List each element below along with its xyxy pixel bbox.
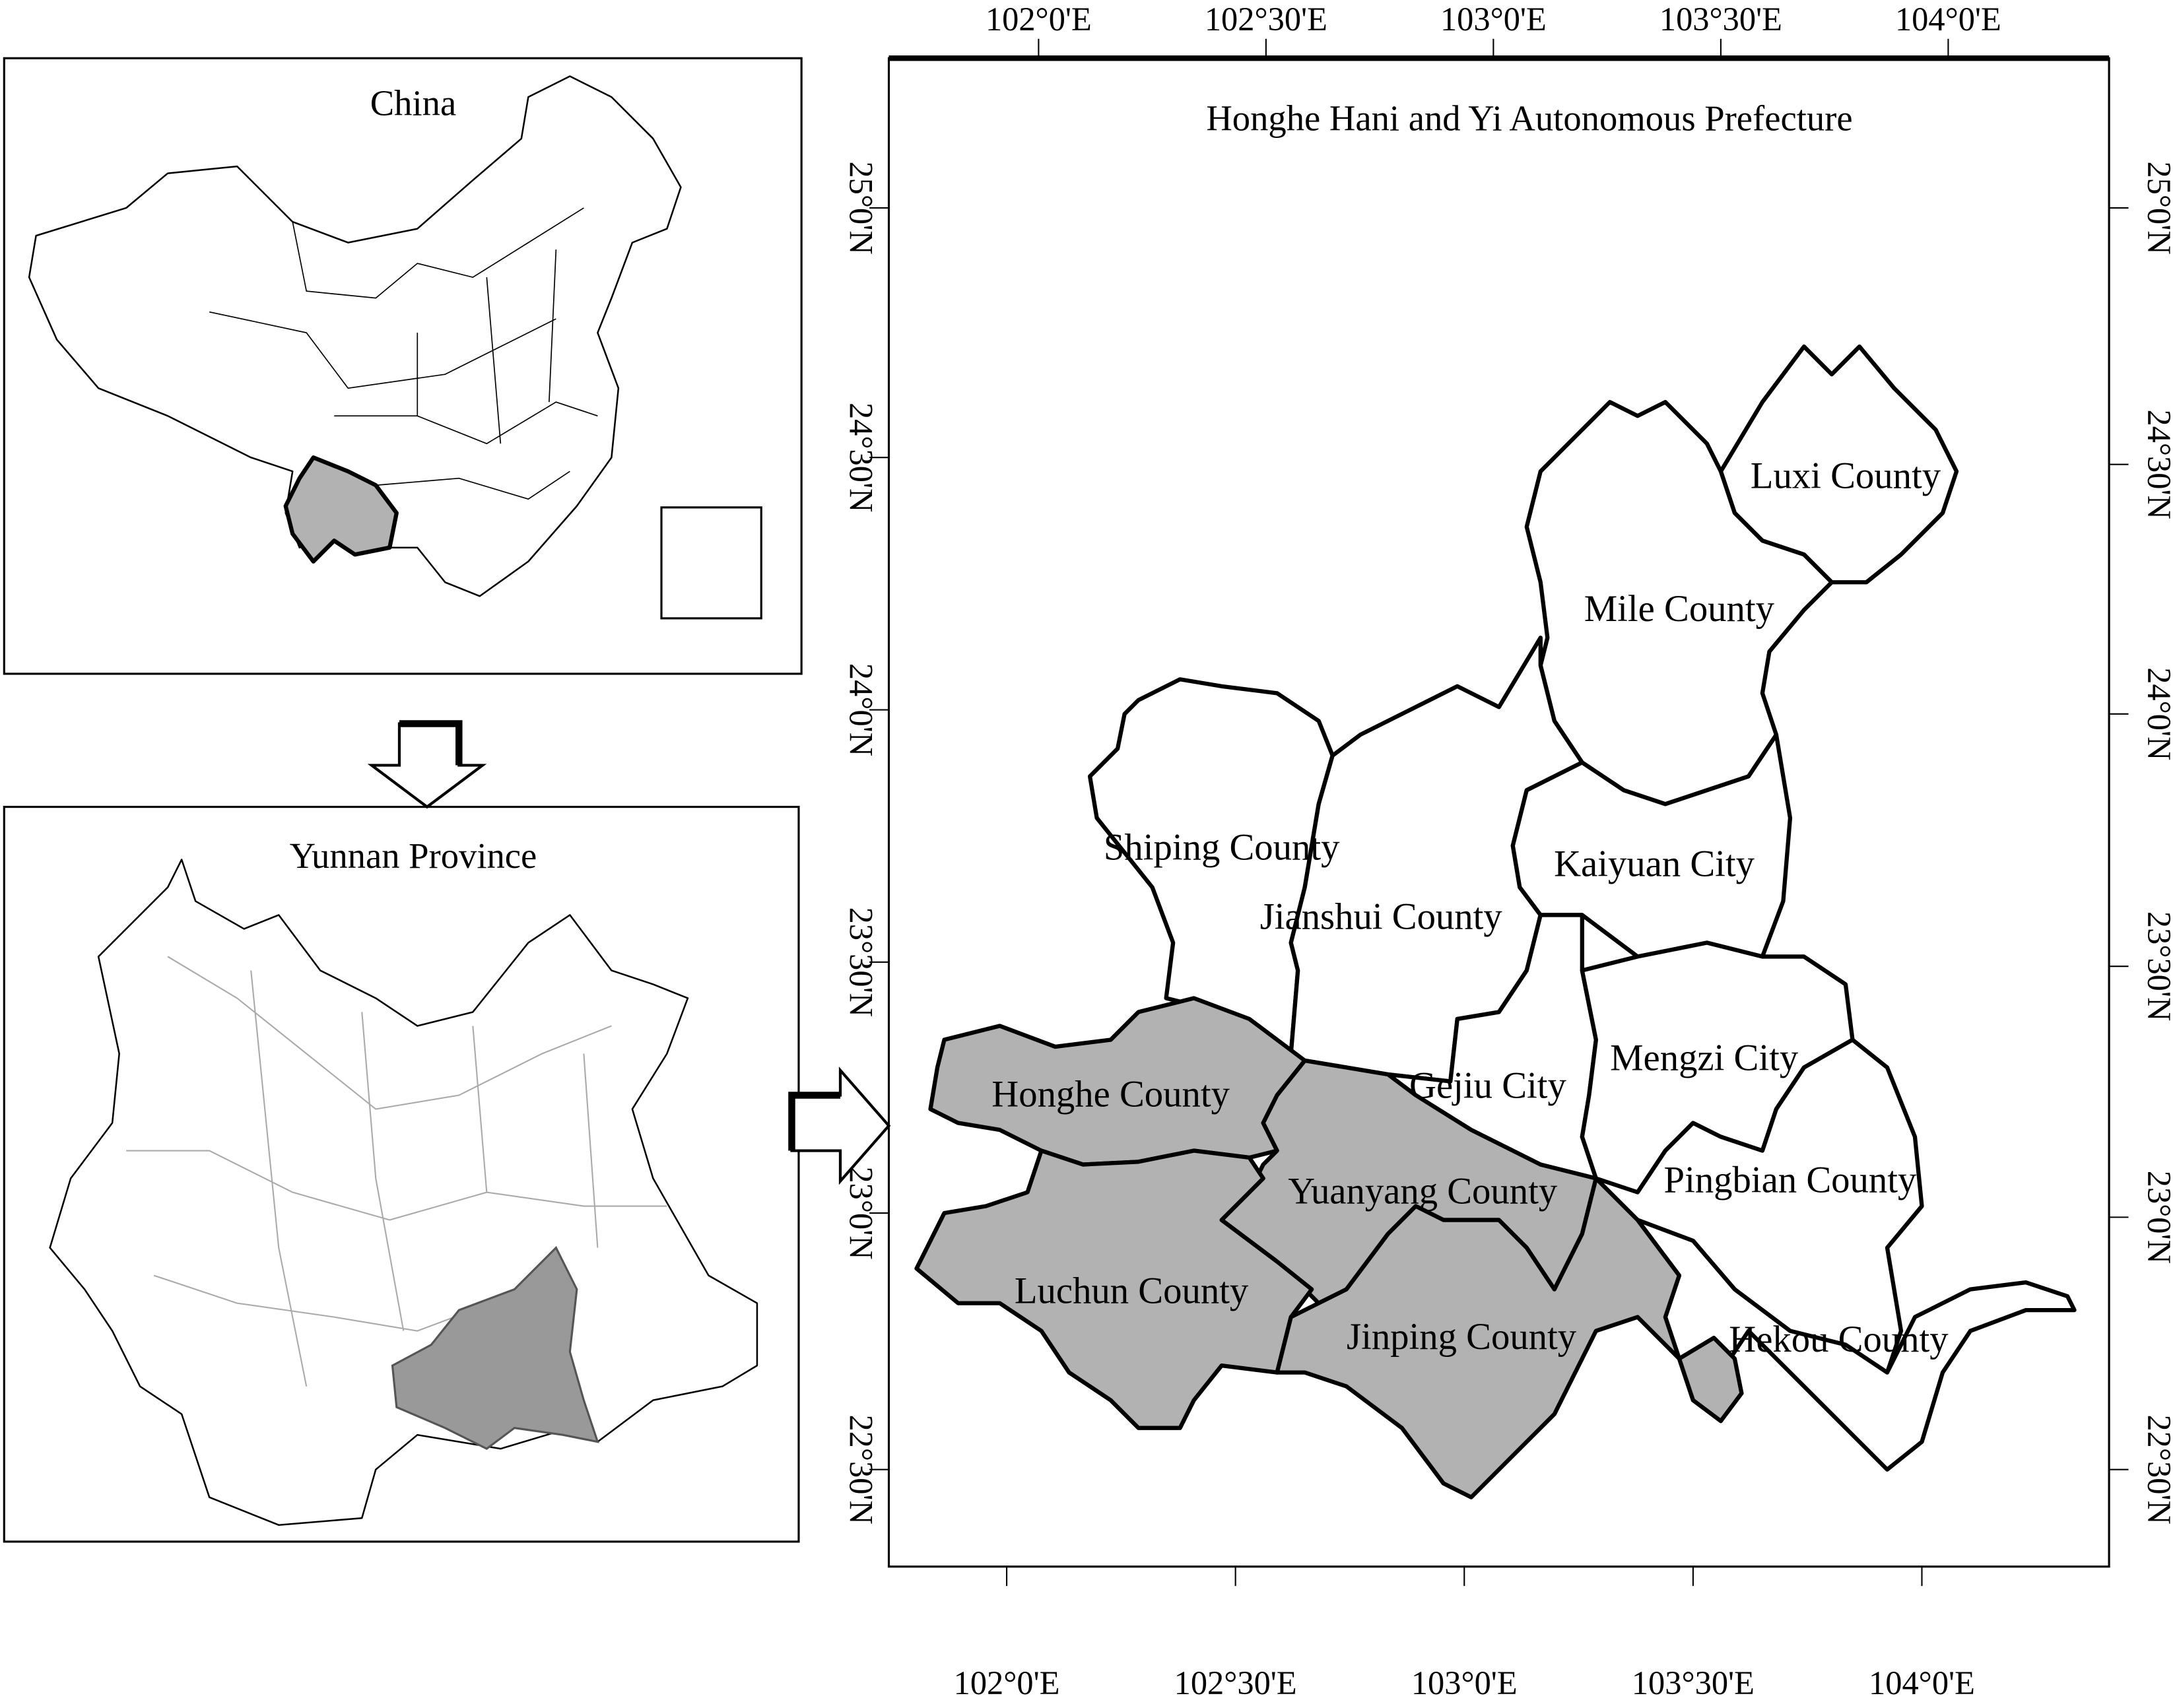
- top-tick-label: 102°0'E: [986, 1, 1092, 38]
- county-luchun-county: [914, 1148, 1314, 1430]
- top-tick-label: 103°30'E: [1659, 1, 1782, 38]
- right-tick-label: 23°0'N: [2141, 1171, 2177, 1264]
- china-title: China: [370, 82, 456, 123]
- label-jinping-county: Jinping County: [1347, 1316, 1577, 1358]
- yunnan-panel: Yunnan Province: [3, 806, 800, 1543]
- top-tick-label: 102°30'E: [1205, 1, 1327, 38]
- county-jinping-county: [1275, 1176, 1744, 1499]
- county-kaiyuan-city: [1510, 733, 1793, 959]
- label-shiping-county: Shiping County: [1104, 826, 1340, 868]
- right-tick-label: 25°0'N: [2141, 161, 2177, 254]
- top-tick-label: 103°0'E: [1440, 1, 1547, 38]
- honghe-prefecture-highlight: [391, 1245, 599, 1451]
- yunnan-district-lines: [126, 956, 667, 1387]
- china-province-lines: [209, 207, 598, 500]
- right-tick-label: 23°30'N: [2141, 911, 2177, 1021]
- yunnan-highlight: [283, 455, 399, 564]
- right-tick-label: 24°30'N: [2141, 409, 2177, 519]
- label-pingbian-county: Pingbian County: [1664, 1160, 1917, 1201]
- label-yuanyang-county: Yuanyang County: [1288, 1170, 1558, 1212]
- label-kaiyuan-city: Kaiyuan City: [1554, 843, 1755, 885]
- right-tick-label: 22°30'N: [2141, 1414, 2177, 1524]
- left-tick-label: 23°0'N: [843, 1166, 880, 1259]
- main-map-title: Honghe Hani and Yi Autonomous Prefecture: [1206, 98, 1852, 138]
- right-tick-label: 24°0'N: [2141, 667, 2177, 760]
- left-tick-label: 24°30'N: [843, 403, 880, 512]
- bottom-tick-label: 104°0'E: [1869, 1664, 1975, 1701]
- label-honghe-county: Honghe County: [991, 1073, 1230, 1115]
- top-tick-label: 104°0'E: [1895, 1, 2001, 38]
- arrow-down-icon: [367, 722, 487, 809]
- left-tick-label: 25°0'N: [843, 161, 880, 254]
- counties: [914, 345, 2077, 1499]
- left-tick-label: 24°0'N: [843, 663, 880, 756]
- yunnan-outline: [49, 859, 758, 1526]
- label-luxi-county: Luxi County: [1751, 455, 1941, 496]
- arrow-right-icon: [790, 1067, 891, 1185]
- bottom-tick-label: 103°0'E: [1411, 1664, 1518, 1701]
- label-jianshui-county: Jianshui County: [1260, 896, 1503, 937]
- south-china-sea-inset: [660, 506, 762, 620]
- yunnan-panel-frame: [3, 806, 800, 1543]
- main-map: Honghe Hani and Yi Autonomous Prefecture…: [843, 1, 2177, 1701]
- label-gejiu-city: Gejiu City: [1409, 1065, 1566, 1107]
- left-tick-label: 23°30'N: [843, 907, 880, 1017]
- arrow-right-shadow: [788, 1092, 840, 1151]
- graticule-ticks: 102°0'E 102°30'E 103°0'E 103°30'E 104°0'E 102…: [843, 1, 2177, 1701]
- county-labels: Luxi County Mile County Shiping County Jian…: [991, 455, 1949, 1360]
- arrow-down-shadow: [399, 720, 463, 766]
- bottom-tick-label: 102°0'E: [954, 1664, 1060, 1701]
- left-tick-label: 22°30'N: [843, 1414, 880, 1524]
- label-mile-county: Mile County: [1584, 588, 1775, 630]
- label-mengzi-city: Mengzi City: [1610, 1037, 1799, 1079]
- label-hekou-county: Hekou County: [1729, 1319, 1949, 1360]
- china-outline: [28, 75, 682, 597]
- label-luchun-county: Luchun County: [1015, 1270, 1249, 1312]
- china-panel-frame: [3, 57, 803, 675]
- bottom-tick-label: 103°30'E: [1632, 1664, 1755, 1701]
- bottom-tick-label: 102°30'E: [1174, 1664, 1297, 1701]
- china-panel: China: [3, 57, 803, 675]
- yunnan-title: Yunnan Province: [290, 836, 537, 876]
